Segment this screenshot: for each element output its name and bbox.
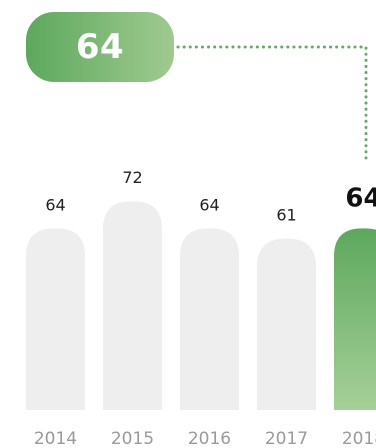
tick-label-2017: 2017 (265, 429, 308, 448)
tick-label-2016: 2016 (188, 429, 231, 448)
bar-2018 (334, 228, 376, 410)
callout-value: 64 (75, 27, 125, 67)
value-label-2015: 72 (122, 168, 142, 187)
value-label-2014: 64 (45, 195, 65, 214)
tick-label-2014: 2014 (34, 429, 77, 448)
tick-label-2018: 2018 (342, 429, 376, 448)
value-label-2016: 64 (199, 195, 219, 214)
callout-connector (176, 45, 368, 160)
bar-2015 (103, 201, 162, 410)
value-label-2018: 64 (345, 183, 376, 213)
value-label-2017: 61 (276, 206, 296, 225)
bar-2017 (257, 238, 316, 410)
bar-2014 (26, 228, 85, 410)
bar-2016 (180, 228, 239, 410)
tick-label-2015: 2015 (111, 429, 154, 448)
highlight-callout: 64 (26, 12, 174, 82)
